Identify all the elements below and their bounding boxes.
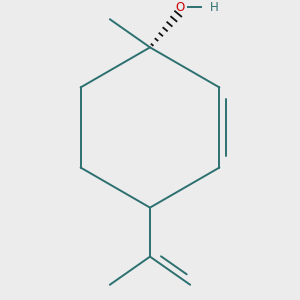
Text: H: H xyxy=(209,1,218,14)
Text: O: O xyxy=(176,1,185,14)
